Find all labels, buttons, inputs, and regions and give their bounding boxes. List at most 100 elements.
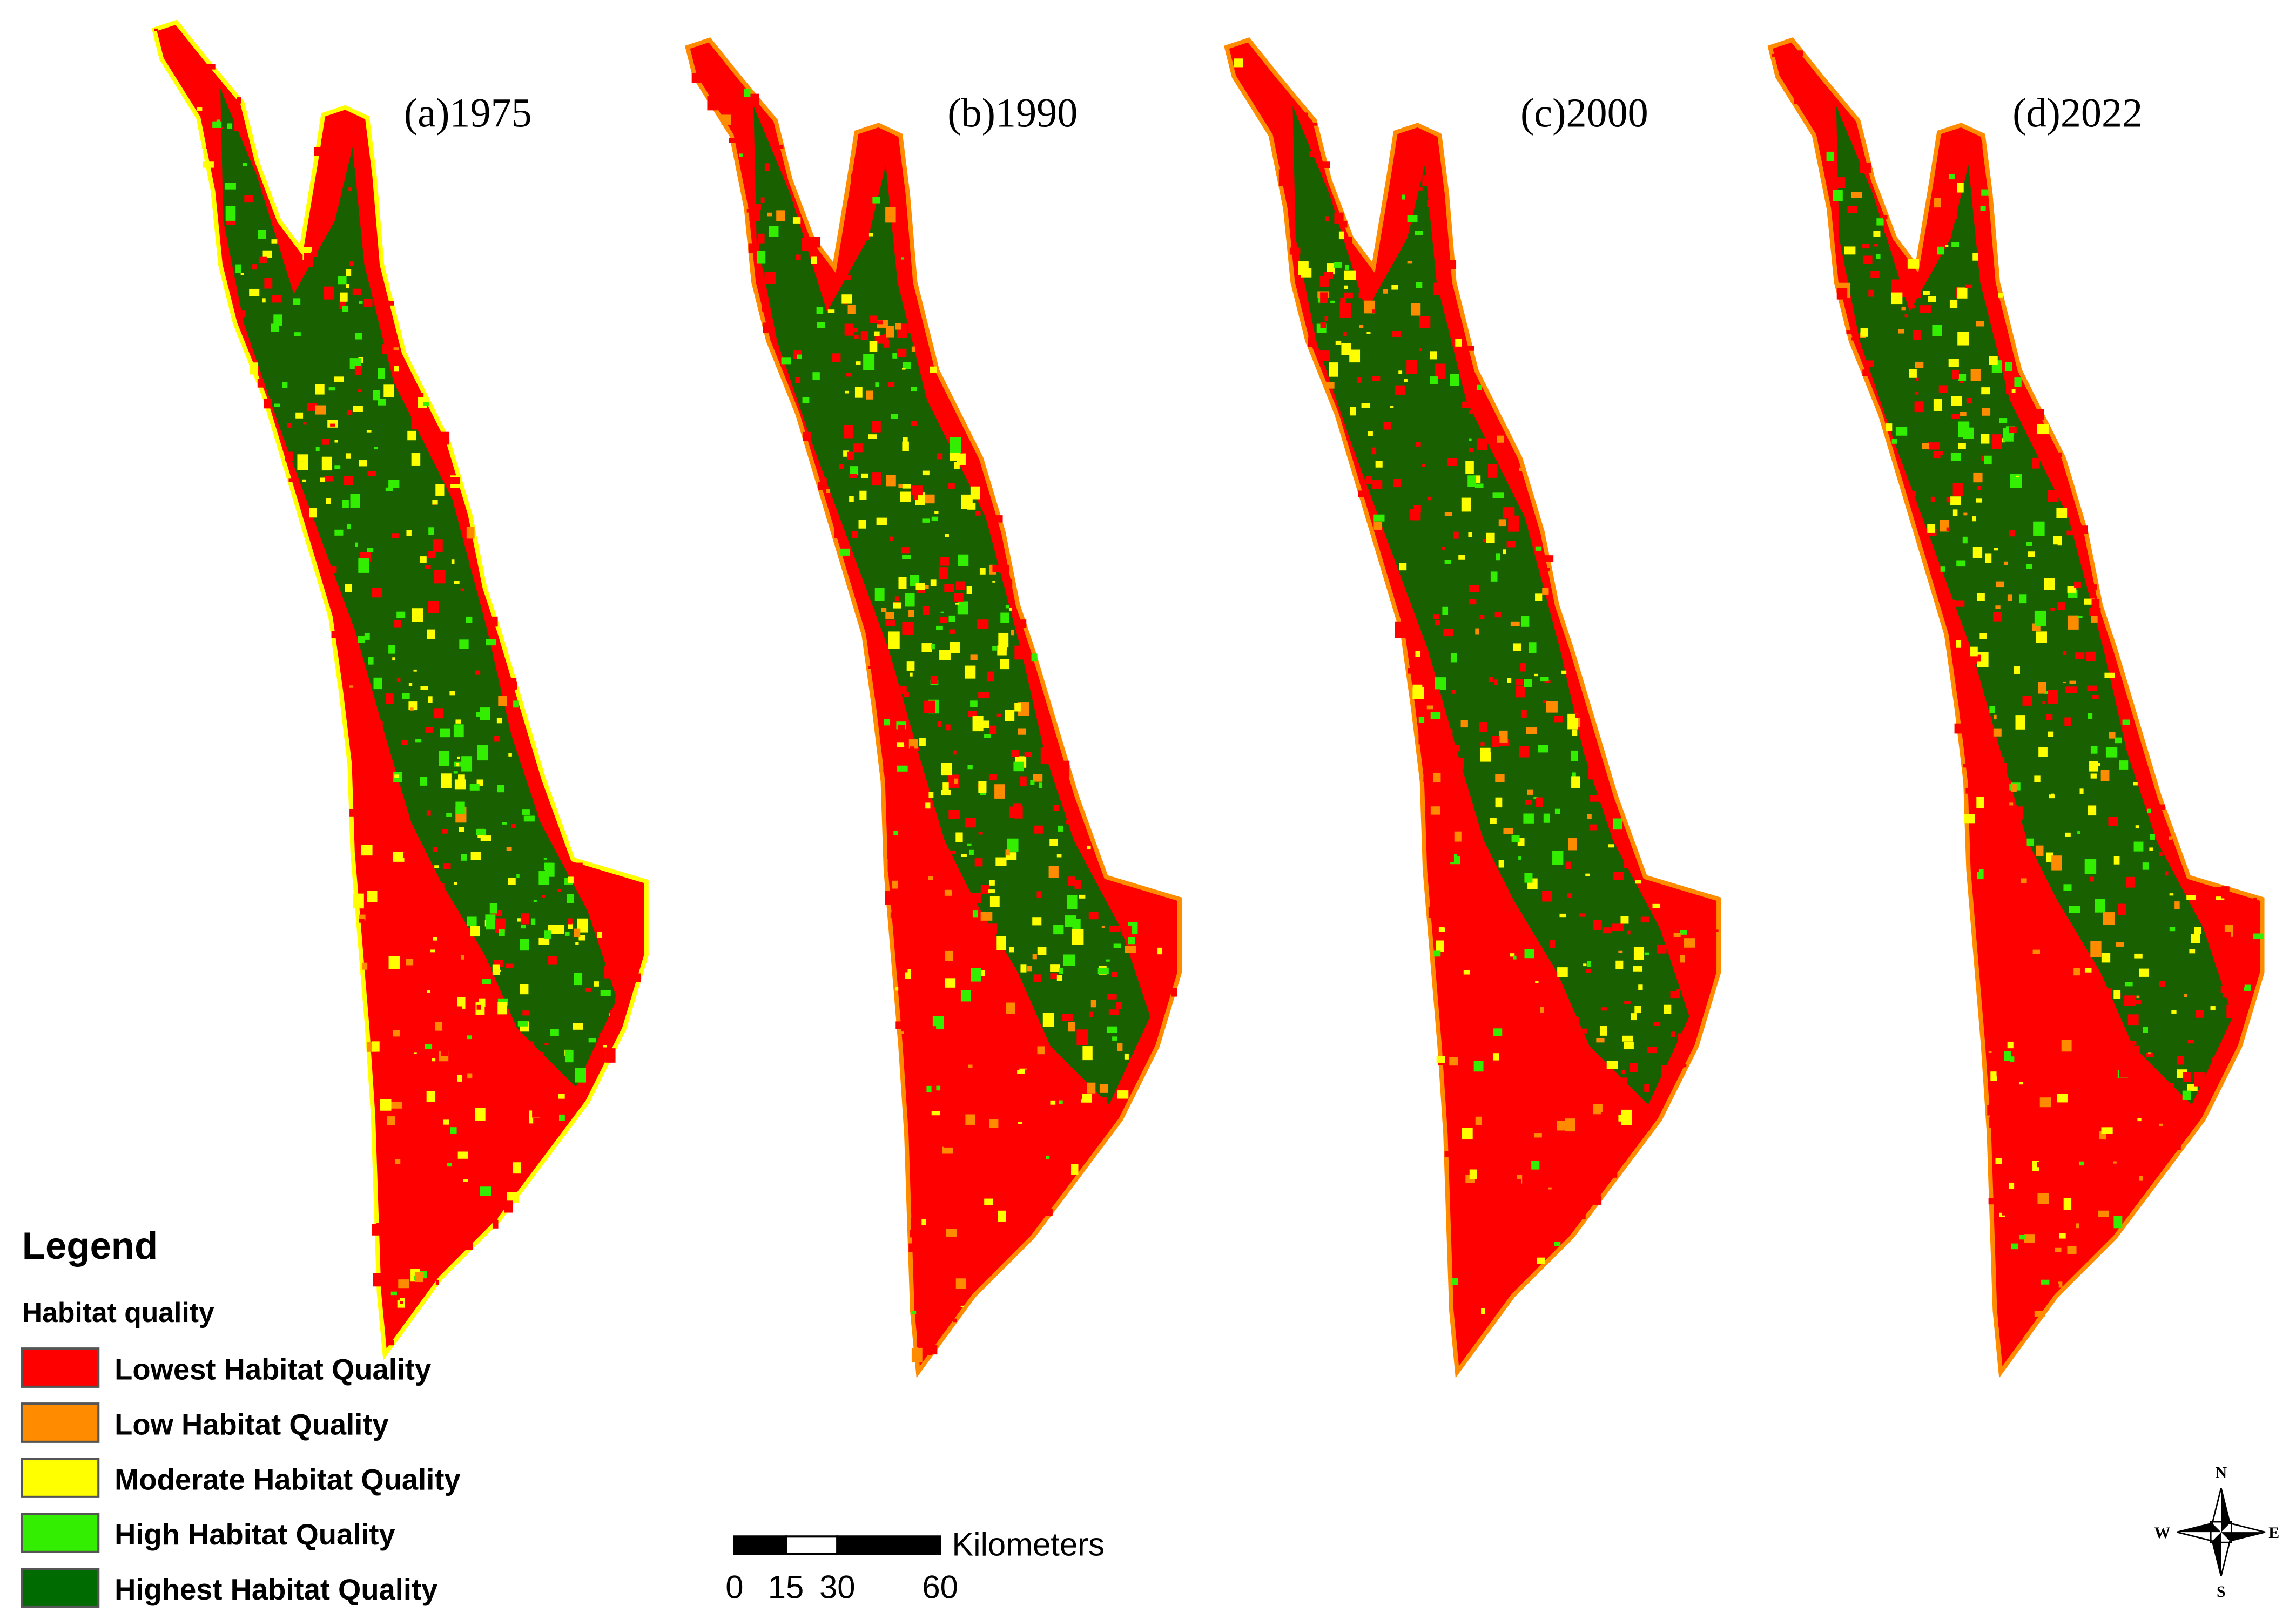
map-patch	[2108, 817, 2118, 826]
map-patch	[1460, 720, 1468, 728]
map-patch	[877, 656, 884, 666]
map-patch	[1027, 966, 1032, 972]
map-patch	[426, 1091, 436, 1102]
map-patch	[441, 1048, 448, 1056]
map-patch	[803, 431, 811, 441]
map-patch	[2233, 972, 2245, 987]
scale-tick-label: 0	[725, 1569, 743, 1605]
map-patch	[1535, 546, 1542, 551]
map-patch	[204, 77, 210, 81]
map-patch	[516, 874, 520, 878]
map-patch	[1567, 1190, 1580, 1203]
map-patch	[1682, 1064, 1687, 1068]
map-patch	[892, 353, 898, 359]
map-patch	[264, 398, 272, 409]
map-patch	[1028, 1146, 1039, 1152]
map-patch	[1981, 387, 1990, 395]
map-patch	[304, 253, 313, 267]
map-patch	[900, 686, 907, 694]
map-patch	[886, 140, 897, 153]
map-patch	[1462, 401, 1473, 408]
map-patch	[931, 1111, 940, 1116]
map-patch	[875, 382, 879, 387]
map-patch	[2074, 1080, 2086, 1091]
map-patch	[1462, 1128, 1473, 1140]
map-patch	[931, 644, 935, 650]
map-patch	[2097, 1139, 2103, 1145]
map-patch	[1390, 406, 1394, 408]
map-patch	[1467, 475, 1476, 487]
map-patch	[1596, 1038, 1605, 1043]
map-patch	[877, 320, 883, 325]
map-patch	[2037, 1162, 2043, 1168]
map-patch	[1505, 1264, 1517, 1274]
map-patch	[354, 666, 362, 676]
map-patch	[2012, 806, 2024, 820]
map-patch	[568, 918, 573, 925]
map-patch	[341, 647, 347, 651]
map-patch	[450, 1127, 457, 1134]
map-patch	[485, 1031, 495, 1043]
map-patch	[416, 1199, 422, 1206]
map-patch	[895, 1021, 903, 1029]
map-patch	[372, 1224, 382, 1236]
map-patch	[1535, 1036, 1543, 1045]
map-patch	[944, 1133, 955, 1148]
map-patch	[1599, 1131, 1612, 1144]
map-patch	[2008, 1334, 2012, 1338]
map-patch	[1959, 381, 1964, 383]
map-patch	[364, 633, 370, 640]
map-patch	[2077, 831, 2080, 834]
map-patch	[594, 981, 599, 987]
map-patch	[955, 832, 963, 842]
map-patch	[1469, 1169, 1477, 1179]
map-patch	[423, 402, 429, 406]
map-patch	[872, 421, 881, 433]
map-patch	[918, 1118, 929, 1134]
map-patch	[949, 1027, 960, 1037]
map-patch	[574, 928, 581, 937]
map-patch	[433, 937, 437, 941]
map-patch	[1450, 653, 1457, 663]
map-patch	[2024, 1234, 2035, 1243]
map-patch	[954, 778, 958, 784]
map-patch	[832, 353, 841, 362]
map-patch	[1457, 847, 1466, 856]
map-patch	[945, 724, 951, 731]
map-patch	[428, 1209, 440, 1220]
map-patch	[1109, 925, 1121, 932]
map-patch	[1990, 1071, 1997, 1081]
map-patch	[1081, 1094, 1092, 1103]
map-patch	[2226, 1004, 2237, 1018]
map-core	[220, 88, 617, 1088]
map-patch	[454, 581, 460, 584]
map-patch	[395, 1200, 400, 1205]
map-patch	[422, 1095, 426, 1099]
map-patch	[978, 781, 987, 793]
map-patch	[2014, 1321, 2024, 1337]
map-patch	[2044, 691, 2050, 694]
map-patch	[927, 990, 933, 996]
map-patch	[2088, 805, 2097, 816]
map-patch	[2009, 426, 2017, 433]
map-patch	[2139, 968, 2150, 977]
map-patch	[1575, 714, 1581, 718]
map-patch	[967, 711, 977, 717]
map-patch	[948, 810, 960, 819]
map-patch	[1074, 1088, 1082, 1100]
map-patch	[758, 233, 765, 244]
map-patch	[1613, 872, 1624, 880]
map-patch	[1088, 912, 1099, 920]
map-patch	[719, 62, 723, 64]
map-patch	[1552, 851, 1564, 865]
map-patch	[1531, 1161, 1540, 1170]
map-patch	[1678, 1033, 1684, 1041]
map-patch	[435, 484, 445, 496]
map-patch	[1987, 1105, 1995, 1116]
map-patch	[517, 918, 521, 922]
map-patch	[1664, 1004, 1672, 1014]
map-patch	[2109, 731, 2116, 739]
map-patch	[908, 610, 914, 617]
map-patch	[2049, 794, 2055, 799]
map-patch	[1076, 1131, 1084, 1136]
